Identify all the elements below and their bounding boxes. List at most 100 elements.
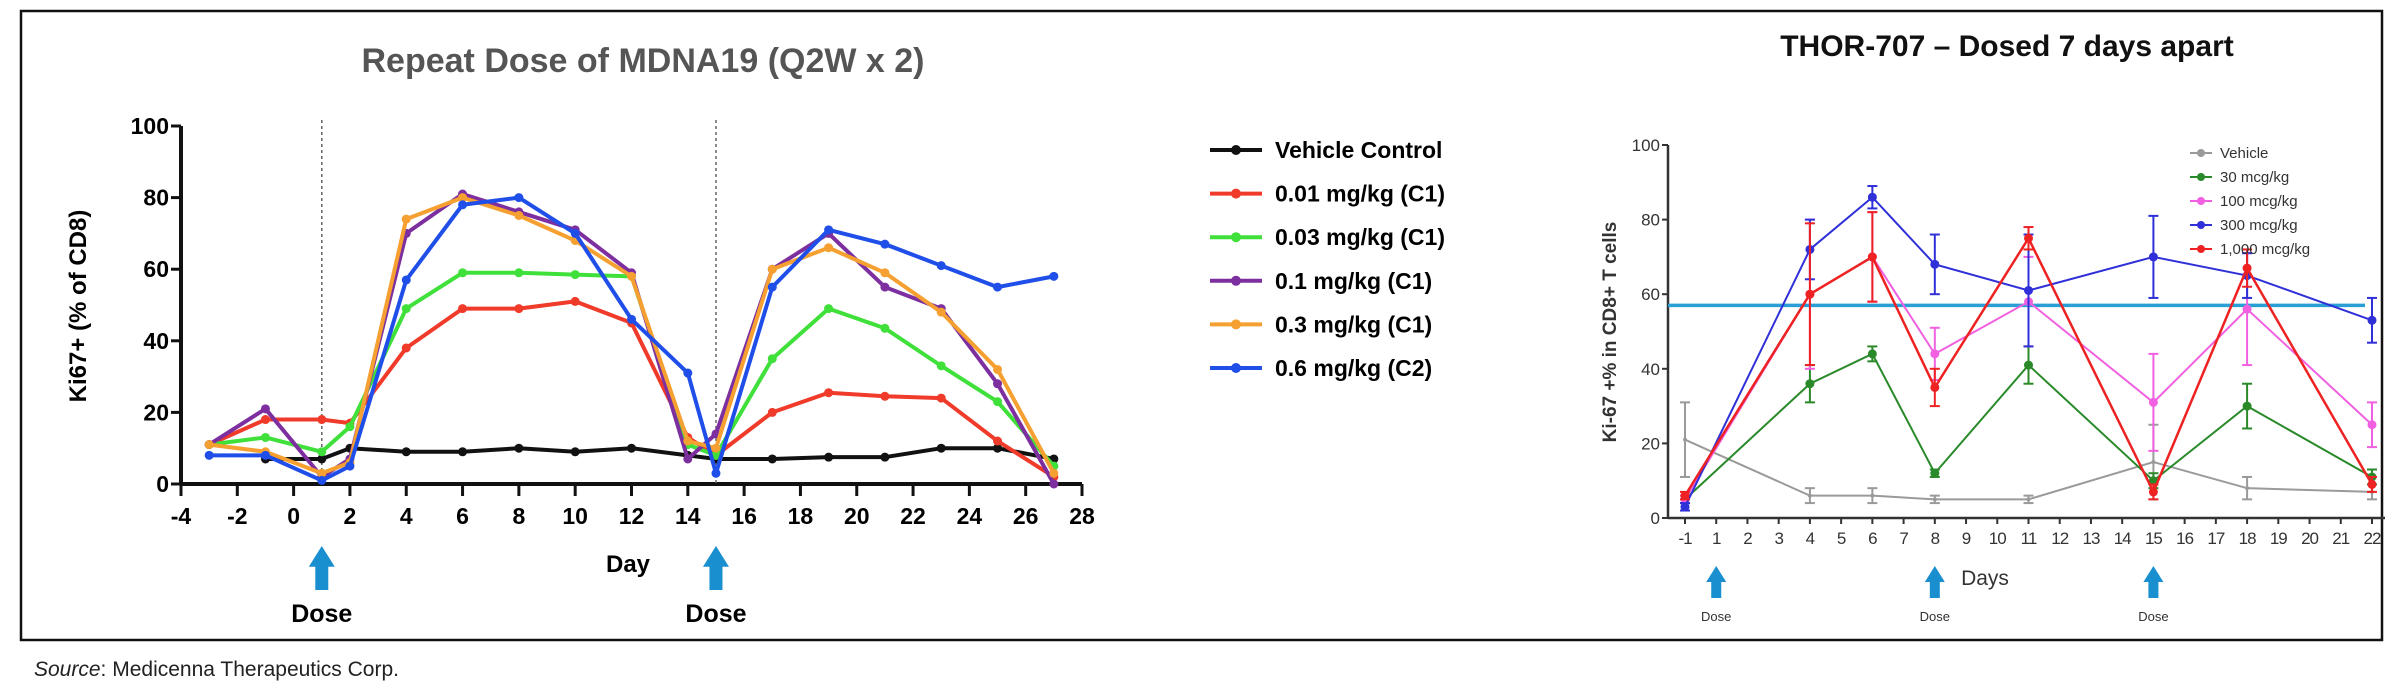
data-point [514,304,524,314]
data-point [317,468,327,478]
y-tick-label: 100 [1632,136,1660,155]
data-point [260,404,270,414]
data-point [1932,497,1937,502]
data-point [2024,360,2033,370]
arrow-shaft [315,564,329,590]
legend-marker [2197,197,2205,205]
data-point [993,364,1003,374]
x-tick-label: 7 [1899,529,1908,548]
legend-label: 1,000 mcg/kg [2220,241,2310,258]
data-point [2367,479,2377,489]
data-point [1683,437,1687,442]
arrow-shaft [1711,580,1722,598]
data-point [824,388,834,398]
data-point [1870,493,1875,498]
legend-label: 30 mcg/kg [2220,169,2289,186]
x-tick-label: 6 [1868,529,1877,548]
x-tick-label: 22 [2364,529,2381,548]
data-point [767,454,777,464]
dose-label: Dose [1701,609,1731,624]
data-point [1930,468,1940,478]
series-line-3 [1684,195,2373,508]
data-point [514,193,524,203]
data-point [1805,379,1815,389]
data-point [260,432,270,442]
legend-label: Vehicle Control [1275,137,1442,163]
x-tick-label: 10 [1989,529,2006,548]
x-tick-label: 11 [2021,529,2037,548]
arrow-shaft [1929,580,1940,598]
legend-label: 300 mcg/kg [2220,217,2298,234]
data-point [260,450,270,460]
data-point [2148,397,2158,407]
dose-label: Dose [685,600,746,628]
data-point [2024,233,2033,243]
data-point [317,475,327,485]
x-tick-label: 2 [344,503,357,529]
data-point [514,443,524,453]
data-point [458,304,468,314]
data-point [458,268,468,278]
x-tick-label: -1 [1678,529,1692,548]
series-line-0 [265,446,1055,461]
data-point [1867,192,1877,202]
data-point [1930,382,1940,392]
x-axis-label: Days [1961,567,2009,590]
x-tick-label: 4 [1806,529,1815,548]
data-point [317,454,327,464]
arrow-head [702,546,729,567]
data-point [2148,252,2158,262]
x-tick-label: -4 [171,503,192,529]
arrow-head [2143,566,2164,582]
x-tick-label: 1 [1712,529,1721,548]
data-point [683,436,693,446]
x-tick-label: 19 [2270,529,2287,548]
x-tick-label: 20 [2301,529,2318,548]
y-tick-label: 100 [131,113,169,139]
data-point [401,343,411,353]
y-axis-label: Ki67+ (% of CD8) [65,210,92,403]
arrow-head [1706,566,1727,582]
x-tick-label: 4 [400,503,413,529]
legend-label: 0.3 mg/kg (C1) [1275,311,1432,337]
y-tick-label: 80 [1641,211,1660,230]
series-line-0 [1684,438,2373,501]
x-tick-label: 12 [619,503,645,529]
legend-marker [2197,149,2205,157]
x-tick-label: -2 [227,503,247,529]
data-point [880,391,890,401]
legend-marker [1231,232,1241,243]
arrow-shaft [2148,580,2159,598]
data-point [514,268,524,278]
data-point [880,323,890,333]
data-point [458,193,468,203]
dose-arrow-icon [1706,566,1727,598]
x-axis-label: Day [606,551,651,578]
x-tick-label: 16 [731,503,757,529]
x-tick-label: 18 [2239,529,2256,548]
arrow-shaft [709,564,723,590]
data-point [1930,349,1940,359]
x-tick-label: 18 [788,503,814,529]
data-point [345,461,355,471]
x-tick-label: 2 [1743,529,1752,548]
data-point [1930,259,1940,269]
x-tick-label: 15 [2145,529,2162,548]
data-point [570,296,580,306]
data-point [2245,486,2250,491]
data-point [570,270,580,280]
x-tick-label: 8 [1931,529,1940,548]
source-label: Source [34,658,101,681]
y-tick-label: 20 [1641,434,1660,453]
source-text: : Medicenna Therapeutics Corp. [100,658,399,681]
chart-title: Repeat Dose of MDNA19 (Q2W x 2) [362,42,925,80]
data-point [993,282,1003,292]
data-point [936,443,946,453]
data-point [880,239,890,249]
data-point [711,450,721,460]
dose-arrow-icon [1924,566,1945,598]
x-tick-label: 9 [1962,529,1971,548]
data-point [2242,304,2252,314]
data-point [204,450,214,460]
